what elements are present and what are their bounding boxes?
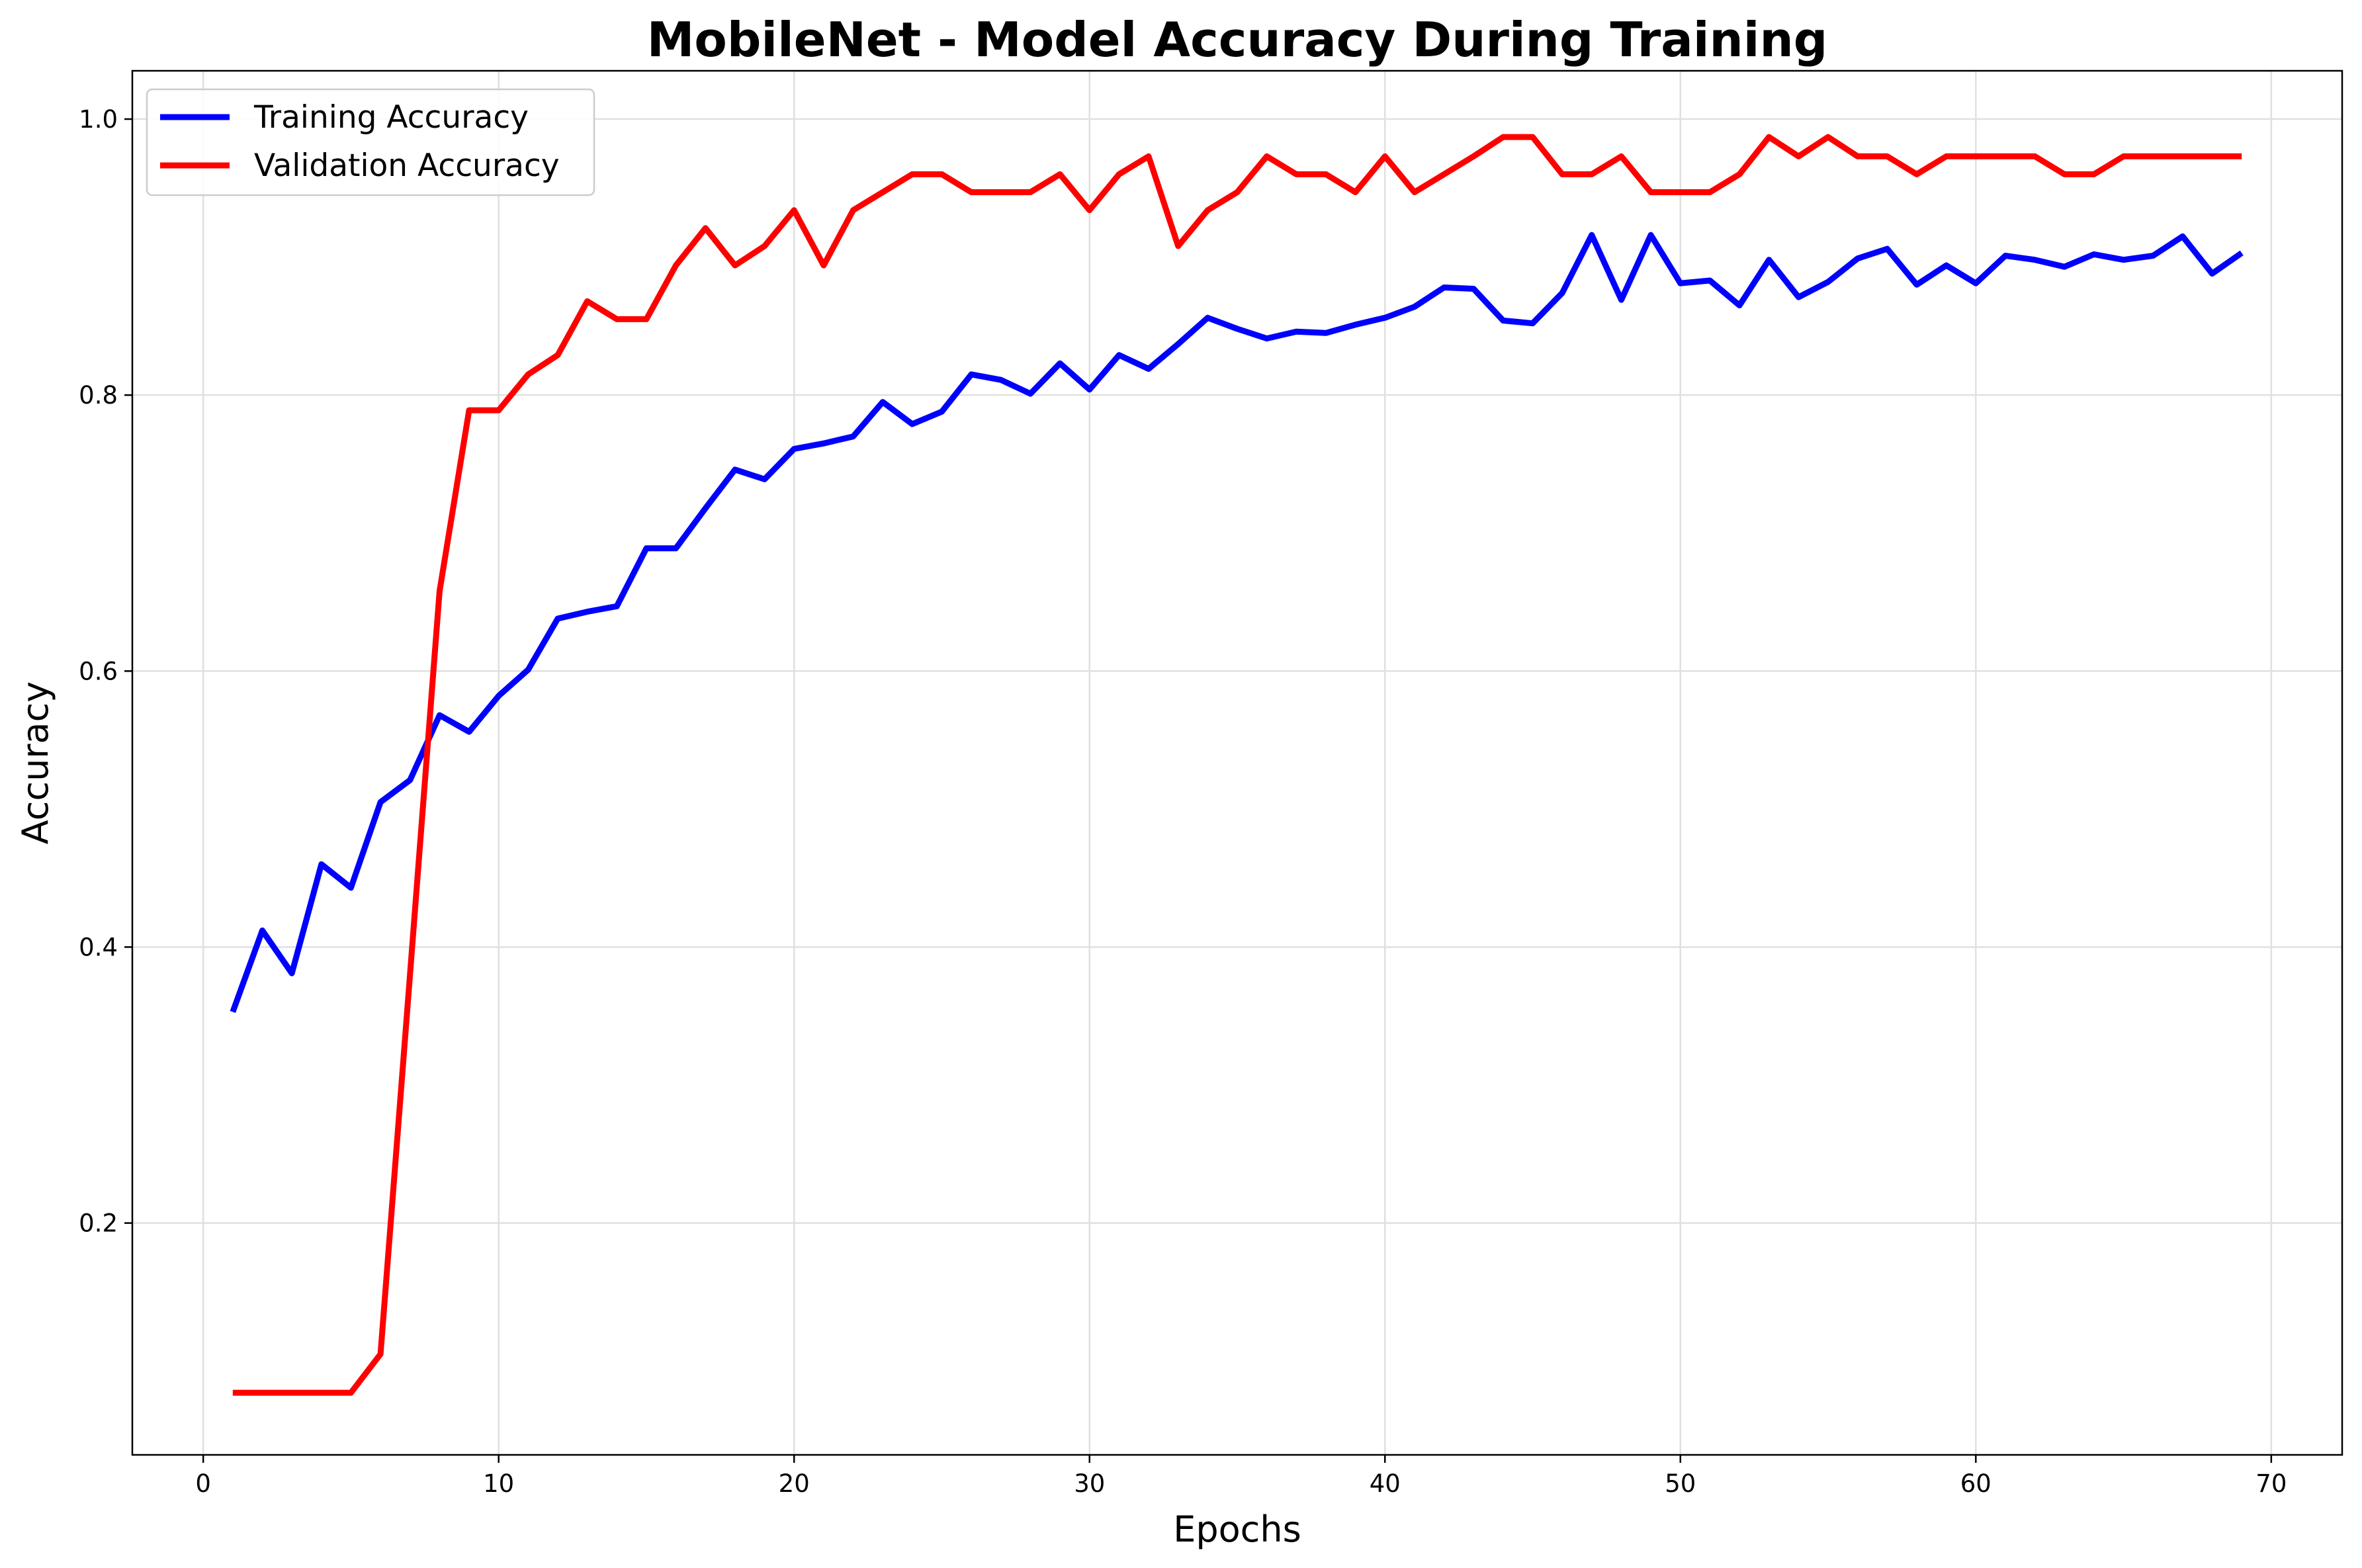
legend-label-training: Training Accuracy (253, 99, 529, 136)
x-tick-label: 50 (1665, 1469, 1696, 1498)
y-axis-label: Accuracy (15, 681, 56, 845)
chart-title: MobileNet - Model Accuracy During Traini… (647, 12, 1828, 67)
x-axis-label: Epochs (1173, 1508, 1301, 1550)
x-tick-label: 60 (1960, 1469, 1991, 1498)
x-tick-label: 30 (1074, 1469, 1105, 1498)
validation-accuracy-line (232, 134, 2242, 1396)
y-tick-label: 1.0 (79, 105, 118, 134)
legend-label-validation: Validation Accuracy (254, 148, 560, 184)
axis-ticks: 0 10 20 30 40 50 60 70 0.2 0.4 0.6 0.8 1.0 (79, 105, 2287, 1498)
legend-box (146, 88, 595, 196)
x-tick-label: 20 (779, 1469, 810, 1498)
x-tick-label: 70 (2255, 1469, 2287, 1498)
x-tick-label: 10 (483, 1469, 514, 1498)
legend: Training Accuracy Validation Accuracy (146, 88, 595, 196)
y-tick-label: 0.8 (79, 381, 118, 410)
grid (132, 71, 2342, 1455)
plot-frame (131, 69, 2343, 1456)
y-tick-label: 0.2 (79, 1209, 118, 1238)
x-tick-label: 0 (195, 1469, 211, 1498)
series-lines (230, 134, 2244, 1396)
y-tick-label: 0.6 (79, 657, 118, 685)
y-tick-label: 0.4 (79, 933, 118, 961)
x-tick-label: 40 (1370, 1469, 1401, 1498)
training-accuracy-line (230, 232, 2244, 1014)
